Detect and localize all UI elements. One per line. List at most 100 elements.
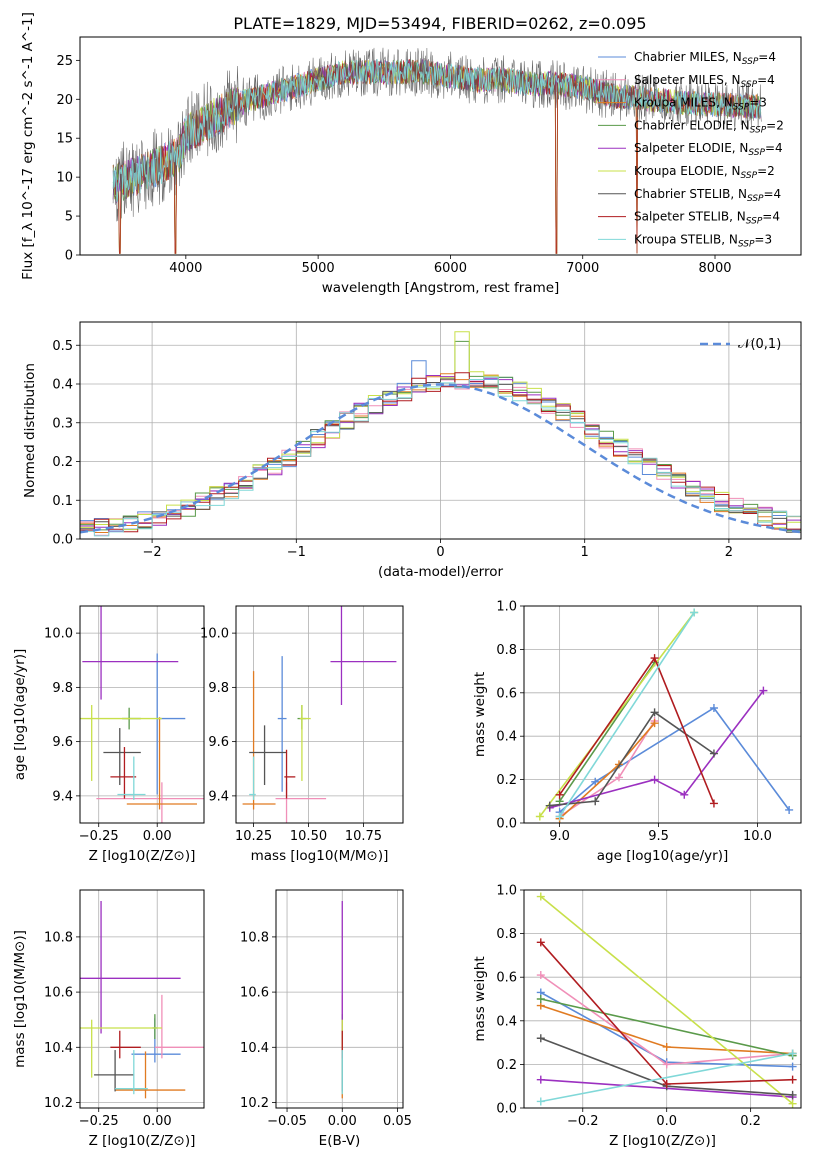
y-tick-label: 0.2 [496, 1058, 517, 1073]
y-tick-label: 10.8 [240, 930, 269, 945]
series-point [650, 654, 659, 663]
mass-weight-series-kroupa-miles [555, 719, 659, 823]
y-tick-label: 0.0 [496, 1102, 517, 1117]
mass-weight-vs-age-axes: 9.0 9.5 10.0 0.0 0.2 0.4 0.6 0.8 1.0 age [log10(a… [472, 600, 801, 864]
error-bar-kroupa-stelib [249, 756, 256, 800]
y-tick-label: 10.0 [200, 627, 229, 642]
ebv-vs-mass-axes: −0.05 0.00 0.05 10.2 10.4 10.6 10.8 E(B-V) [240, 890, 412, 1149]
legend-entry: Kroupa MILES, NSSP=3 [634, 96, 767, 113]
error-bar-salpeter-stelib [284, 749, 296, 799]
y-tick-label: 10.4 [44, 1041, 73, 1056]
series-point [545, 801, 554, 810]
series-point [536, 995, 545, 1003]
y-tick-label: 0.4 [52, 378, 73, 393]
y-axis-label: age [log10(age/yr)] [12, 649, 28, 781]
error-bar-chabrier-miles [156, 653, 186, 795]
series-point [650, 719, 659, 728]
series-line [540, 895, 794, 1105]
series-point [650, 775, 659, 784]
error-bar-salpeter-elodie [330, 606, 397, 706]
error-bar-kroupa-elodie [299, 705, 311, 781]
x-tick-label: −2 [143, 545, 162, 560]
residual-histogram-plot-area [80, 331, 801, 537]
residual-histogram-frame [79, 321, 802, 540]
series-line [549, 690, 765, 809]
x-tick-label: 0.00 [328, 1114, 357, 1129]
panels: 4000 5000 6000 7000 80000510152025wavelength… [12, 12, 802, 1149]
x-axis-label: wavelength [Angstrom, rest frame] [322, 280, 560, 296]
series-point [536, 1034, 545, 1043]
series-line [559, 720, 656, 818]
mass-weight-vs-z-frame [523, 889, 802, 1109]
y-tick-label: 15 [56, 132, 73, 147]
legend-entry: Chabrier MILES, NSSP=4 [634, 50, 776, 67]
series-point [536, 1075, 545, 1084]
y-tick-label: 0.4 [496, 1014, 517, 1029]
series-point [536, 938, 545, 947]
y-axis-label: Normed distribution [22, 363, 38, 498]
series-point [591, 777, 600, 786]
y-axis-label: mass weight [472, 956, 488, 1041]
legend-entry: Salpeter STELIB, NSSP=4 [634, 210, 780, 227]
mass-weight-vs-z-axes: −0.2 0.0 0.2 0.0 0.2 0.4 0.6 0.8 1.0 Z [log10(Z/Z… [472, 884, 801, 1149]
x-axis-label: age [log10(age/yr)] [597, 848, 729, 864]
y-tick-label: 0.8 [496, 927, 517, 942]
x-tick-label: −0.2 [567, 1114, 599, 1129]
error-bar-chabrier-stelib [249, 725, 287, 786]
series-line [549, 711, 715, 807]
series-point [788, 1099, 797, 1108]
error-bar-chabrier-miles [277, 656, 287, 792]
y-tick-label: 10.2 [44, 1096, 73, 1111]
y-tick-label: 9.4 [52, 789, 73, 804]
y-tick-label: 9.4 [208, 789, 229, 804]
x-tick-label: −0.25 [79, 1114, 119, 1129]
y-tick-label: 0.0 [52, 533, 73, 548]
x-tick-label: 10.75 [345, 829, 382, 844]
spectrum-plot-area [112, 47, 762, 254]
series-line [540, 1052, 793, 1103]
histogram-salpeter-elodie [80, 375, 801, 532]
x-tick-label: 9.0 [549, 829, 570, 844]
y-tick-label: 0.2 [496, 773, 517, 788]
y-tick-label: 0.5 [52, 339, 73, 354]
y-tick-label: 1.0 [496, 884, 517, 899]
series-point [650, 708, 659, 717]
normal-reference-curve [80, 383, 801, 534]
y-tick-label: 0.8 [496, 643, 517, 658]
z-vs-mass-plot-area [80, 901, 204, 1099]
error-bar-kroupa-miles [242, 671, 276, 810]
reference-legend-label: 𝒩(0,1) [738, 337, 781, 352]
series-point [788, 1049, 797, 1058]
x-tick-label: 10.25 [235, 829, 272, 844]
y-tick-label: 5 [65, 210, 73, 225]
x-tick-label: 0.00 [143, 1114, 172, 1129]
y-axis-label: mass [log10(M/M⊙)] [12, 930, 28, 1068]
legend-entry: Kroupa STELIB, NSSP=3 [634, 232, 772, 249]
x-tick-label: −1 [287, 545, 306, 560]
mass-weight-series-kroupa-elodie [536, 892, 797, 1108]
z-vs-age-frame [79, 605, 205, 824]
series-point [536, 892, 545, 901]
series-point [788, 1090, 797, 1099]
x-axis-label: (data-model)/error [378, 564, 504, 580]
series-point [662, 1080, 671, 1089]
mass-weight-series-salpeter-elodie [545, 686, 768, 812]
error-bar-chabrier-elodie [152, 1014, 158, 1040]
series-point [709, 799, 718, 808]
error-bar-kroupa-elodie [80, 705, 162, 781]
error-bar-salpeter-miles [154, 994, 204, 1059]
x-tick-label: 10.0 [743, 829, 772, 844]
series-line [558, 612, 695, 817]
y-tick-label: 10 [56, 171, 73, 186]
spectrum-line-kroupa-stelib [112, 58, 762, 203]
series-point [690, 608, 699, 617]
mass-weight-vs-age-plot-area [535, 608, 794, 823]
y-tick-label: 0.6 [496, 686, 517, 701]
legend-entry: Salpeter MILES, NSSP=4 [634, 73, 775, 90]
series-point [535, 812, 544, 821]
y-tick-label: 9.6 [208, 735, 229, 750]
spectrum-axes: 4000 5000 6000 7000 8000 0 5 10 15 20 25 wavelength… [20, 12, 732, 296]
series-point [662, 1060, 671, 1069]
series-point [662, 1042, 671, 1051]
series-point [788, 1062, 797, 1071]
